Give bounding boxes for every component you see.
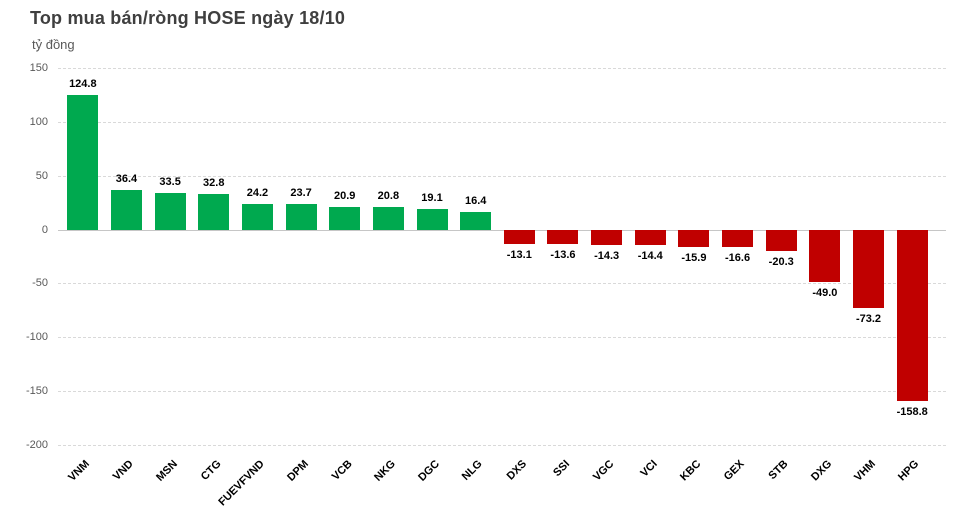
y-axis-tick-label: -200	[25, 439, 48, 451]
x-axis-label-GEX: GEX	[722, 458, 748, 483]
gridline-y-50	[58, 175, 946, 177]
value-label-VHM: -73.2	[855, 313, 882, 326]
x-axis-label-MSN: MSN	[153, 458, 180, 484]
x-axis-label-NKG: NKG	[372, 458, 398, 484]
value-label-DPM: 23.7	[290, 187, 312, 200]
y-axis-tick-label: -50	[32, 277, 48, 290]
x-axis-label-DPM: DPM	[284, 458, 311, 484]
x-axis-label-DXS: DXS	[504, 458, 529, 483]
bar-HPG	[896, 229, 928, 401]
value-label-NKG: 20.8	[377, 190, 400, 203]
bar-CTG	[198, 194, 230, 230]
bar-VNM	[67, 95, 99, 230]
x-axis-label-STB: STB	[766, 458, 791, 483]
gridline-y--200	[58, 445, 946, 446]
gridline-y--100	[58, 337, 946, 339]
bar-GEX	[722, 229, 754, 248]
x-axis-label-DXG: DXG	[809, 458, 835, 484]
value-label-VND: 36.4	[115, 173, 138, 186]
y-axis-tick-label: 0	[41, 223, 48, 236]
value-label-VGC: -14.3	[594, 249, 620, 262]
value-label-SSI: -13.6	[550, 249, 576, 262]
bar-DPM	[285, 204, 317, 230]
bar-NKG	[372, 207, 404, 230]
bar-VGC	[591, 229, 623, 245]
y-axis-tick-label: -150	[25, 385, 48, 398]
value-label-GEX: -16.6	[725, 252, 751, 265]
value-label-MSN: 33.5	[159, 176, 181, 189]
x-axis-label-VND: VND	[111, 458, 136, 483]
gridline-y-150	[58, 68, 946, 69]
bar-NLG	[460, 211, 492, 230]
x-axis-label-HPG: HPG	[896, 458, 922, 484]
value-label-VCI: -14.4	[637, 250, 663, 263]
gridline-y--150	[58, 391, 946, 393]
x-axis-label-KBC: KBC	[678, 458, 704, 484]
value-label-CTG: 32.8	[203, 177, 225, 190]
bar-VND	[110, 190, 142, 230]
y-axis-tick-label: -100	[25, 331, 48, 344]
bar-DGC	[416, 208, 448, 230]
y-axis-tick-label: 50	[35, 169, 48, 182]
x-axis-label-VCI: VCI	[638, 458, 660, 480]
bar-FUEVFVND	[241, 203, 273, 230]
bar-STB	[765, 229, 797, 252]
y-axis-tick-label: 100	[29, 115, 48, 128]
x-axis-label-VGC: VGC	[590, 458, 617, 484]
value-label-DGC: 19.1	[421, 191, 443, 204]
value-label-NLG: 16.4	[464, 194, 487, 207]
value-label-DXS: -13.1	[506, 248, 532, 261]
bar-DXG	[809, 229, 841, 283]
value-label-HPG: -158.8	[896, 405, 928, 418]
x-axis-label-FUEVFVND: FUEVFVND	[216, 458, 267, 509]
y-axis-tick-label: 150	[29, 62, 48, 74]
bar-VHM	[853, 229, 885, 309]
gridline-y--50	[58, 283, 946, 285]
bar-chart-plot-area: 150 100 50 0 -50 -100 -150 -200 124.8 VNM 36.4 VND 3…	[26, 62, 946, 508]
bar-MSN	[154, 193, 186, 230]
value-label-VCB: 20.9	[334, 190, 356, 203]
bar-VCI	[634, 229, 666, 246]
y-axis-unit-label: tỷ đồng	[32, 37, 75, 52]
value-label-KBC: -15.9	[681, 251, 707, 264]
value-label-FUEVFVND: 24.2	[246, 186, 269, 199]
bar-KBC	[678, 229, 710, 247]
chart-title: Top mua bán/ròng HOSE ngày 18/10	[30, 8, 346, 28]
value-label-STB: -20.3	[768, 256, 794, 269]
value-label-VNM: 124.8	[69, 78, 97, 91]
x-axis-label-VNM: VNM	[66, 458, 93, 484]
x-axis-label-NLG: NLG	[460, 458, 486, 483]
bar-SSI	[547, 229, 579, 245]
x-axis-label-DGC: DGC	[415, 458, 442, 484]
x-axis-label-CTG: CTG	[198, 458, 224, 483]
bar-DXS	[503, 229, 535, 244]
gridline-y-100	[58, 121, 946, 123]
value-label-DXG: -49.0	[812, 287, 838, 300]
bar-VCB	[329, 207, 361, 230]
x-axis-label-VHM: VHM	[852, 458, 879, 484]
x-axis-label-SSI: SSI	[551, 458, 573, 480]
x-axis-label-VCB: VCB	[329, 458, 355, 483]
zero-axis-line	[58, 229, 946, 231]
